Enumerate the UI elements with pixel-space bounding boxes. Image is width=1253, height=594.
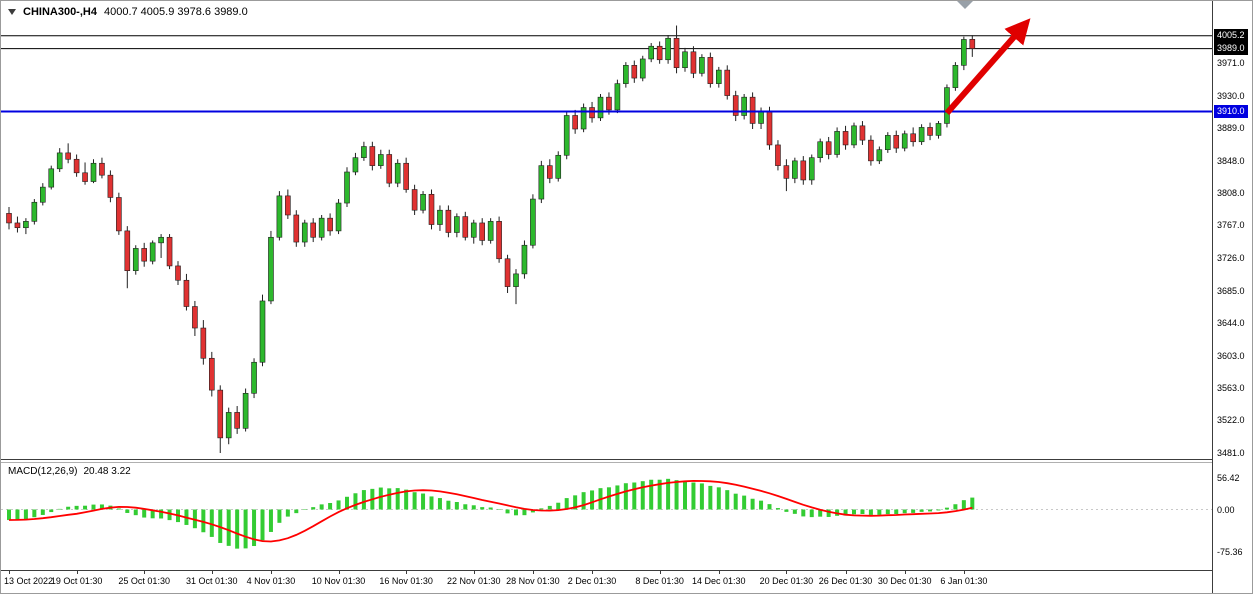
price-axis-tick: 3563.0 [1217,382,1245,393]
price-axis-tick: 3767.0 [1217,220,1245,231]
time-tick [845,571,847,574]
time-axis-label: 26 Dec 01:30 [818,576,873,586]
price-axis-tick: 3848.0 [1217,155,1245,166]
time-tick [592,571,594,574]
time-tick [270,571,272,574]
time-axis-label: 6 Jan 01:30 [940,576,988,586]
time-tick [532,571,534,574]
price-badge: 3989.0 [1214,42,1248,56]
macd-signal-line [8,479,973,543]
object-anchor-icon[interactable] [957,1,973,9]
price-chart[interactable] [1,1,1212,459]
time-axis-border [1,570,1252,571]
symbol-dropdown-icon[interactable] [8,9,16,15]
macd-name: MACD(12,26,9) [8,466,78,477]
panel-separator-shadow [1,462,1212,463]
price-badge: 4005.2 [1214,29,1248,43]
price-axis-tick: 3522.0 [1217,415,1245,426]
price-axis-tick: 3930.0 [1217,90,1245,101]
time-tick [786,571,788,574]
time-axis-label: 8 Dec 01:30 [635,576,684,586]
time-tick [406,571,408,574]
time-tick [76,571,78,574]
price-badge: 3910.0 [1214,104,1248,118]
macd-values: 20.48 3.22 [83,466,131,477]
trend-arrow-annotation [944,18,1031,116]
time-axis[interactable]: 13 Oct 2022 19 Oct 01:30 25 Oct 01:30 31 Oc… [1,571,1212,593]
macd-indicator-chart[interactable] [1,463,1212,569]
price-axis[interactable]: 3971.0 3930.0 3889.0 3848.0 3808.0 3767.0 3726… [1212,1,1252,593]
candles-series [6,25,976,453]
price-axis-tick: 3644.0 [1217,318,1245,329]
time-tick [718,571,720,574]
time-tick [904,571,906,574]
macd-axis-tick: 0.00 [1217,504,1235,515]
macd-histogram [7,478,975,549]
price-axis-tick: 3808.0 [1217,187,1245,198]
symbol-timeframe-label: CHINA300-,H4 [23,6,97,18]
macd-axis-tick: 56.42 [1217,473,1240,484]
macd-axis-tick: -75.36 [1217,546,1243,557]
time-axis-label: 13 Oct 2022 [4,576,54,586]
chart-header: CHINA300-,H4 4000.7 4005.9 3978.6 3989.0 [8,6,248,18]
price-axis-tick: 3481.0 [1217,448,1245,458]
price-axis-tick: 3685.0 [1217,285,1245,296]
price-axis-tick: 3889.0 [1217,123,1245,134]
time-axis-label: 20 Dec 01:30 [759,576,814,586]
price-axis-tick: 3971.0 [1217,57,1245,68]
time-axis-label: 22 Nov 01:30 [446,576,501,586]
time-axis-label: 28 Nov 01:30 [506,576,560,586]
time-tick [144,571,146,574]
time-axis-label: 14 Dec 01:30 [692,576,746,586]
panel-separator[interactable] [1,459,1212,460]
macd-indicator-label: MACD(12,26,9) 20.48 3.22 [8,466,137,477]
time-axis-label: 19 Oct 01:30 [50,576,103,586]
time-tick [338,571,340,574]
ohlc-values-label: 4000.7 4005.9 3978.6 3989.0 [103,6,248,18]
time-tick [963,571,965,574]
time-tick [473,571,475,574]
time-tick [211,571,213,574]
time-axis-label: 2 Dec 01:30 [567,576,617,586]
time-axis-label: 4 Nov 01:30 [246,576,296,586]
price-axis-tick: 3726.0 [1217,252,1245,263]
time-axis-label: 16 Nov 01:30 [379,576,433,586]
time-tick [9,571,10,574]
time-tick [659,571,661,574]
time-axis-label: 25 Oct 01:30 [118,576,170,586]
price-axis-tick: 3603.0 [1217,350,1245,361]
time-axis-label: 30 Dec 01:30 [877,576,932,586]
time-axis-label: 31 Oct 01:30 [186,576,238,586]
time-axis-label: 10 Nov 01:30 [311,576,366,586]
